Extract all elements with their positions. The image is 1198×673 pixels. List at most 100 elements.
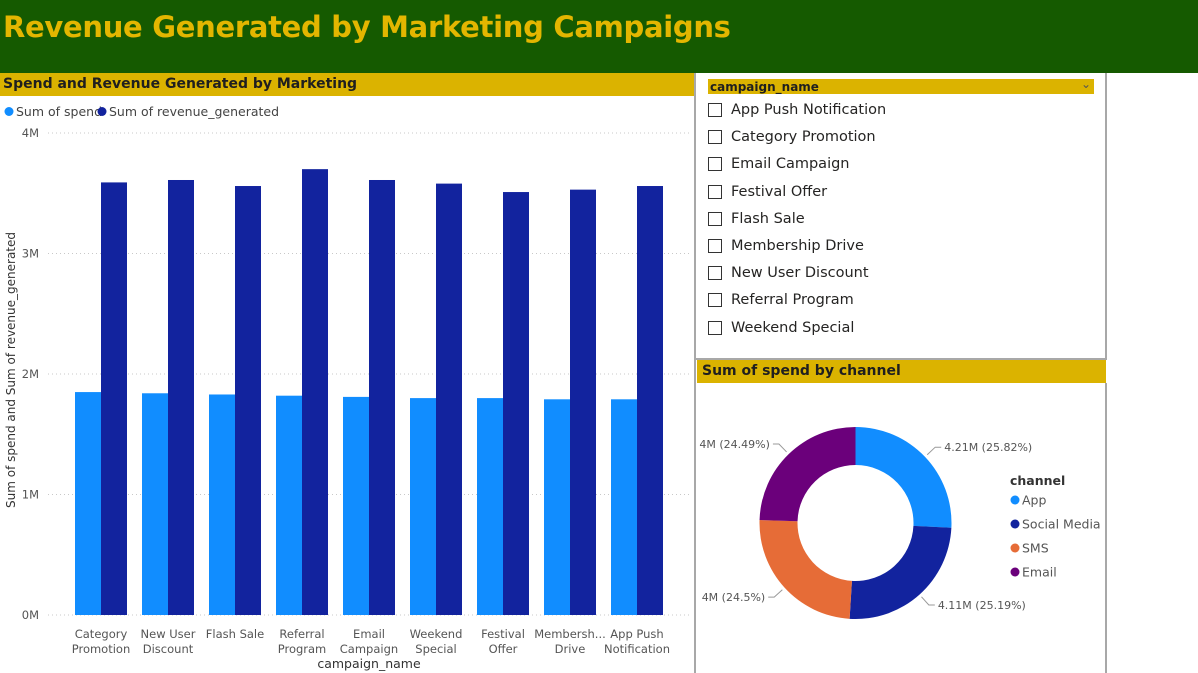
legend-title: channel: [1010, 473, 1065, 488]
x-tick-label: Notification: [604, 642, 670, 656]
data-label-app: 4.21M (25.82%): [944, 441, 1032, 454]
slicer-item[interactable]: Membership Drive: [708, 235, 864, 257]
x-tick-label: Category: [75, 627, 128, 641]
slicer-item[interactable]: Flash Sale: [708, 208, 805, 230]
spend-bar[interactable]: [477, 398, 503, 615]
legend-label-social-media: Social Media: [1022, 517, 1101, 532]
slicer-item[interactable]: Festival Offer: [708, 181, 827, 203]
donut-slice-sms[interactable]: [759, 520, 852, 619]
donut-slice-app[interactable]: [855, 427, 952, 528]
slicer-item-label: App Push Notification: [731, 102, 887, 118]
chevron-down-icon[interactable]: ⌄: [1080, 77, 1091, 91]
x-tick-label: Offer: [489, 642, 518, 656]
page-title: Revenue Generated by Marketing Campaigns: [3, 10, 731, 44]
data-label-email: 4M (24.49%): [699, 438, 770, 451]
x-tick-label: Promotion: [72, 642, 131, 656]
data-label-social-media: 4.11M (25.19%): [938, 599, 1026, 612]
panel-divider-left: [694, 73, 696, 673]
revenue-bar[interactable]: [101, 182, 127, 615]
spend-bar[interactable]: [209, 394, 235, 615]
leader-line-social-media: [921, 596, 935, 606]
revenue-bar[interactable]: [637, 186, 663, 615]
checkbox[interactable]: [708, 320, 722, 335]
slicer-item[interactable]: App Push Notification: [708, 99, 886, 121]
slicer-header[interactable]: campaign_name ⌄: [708, 77, 1094, 94]
x-tick-label: Discount: [143, 642, 194, 656]
x-tick-label: Special: [415, 642, 456, 656]
header-bar: Revenue Generated by Marketing Campaigns: [0, 0, 1198, 73]
spend-bar[interactable]: [75, 392, 101, 615]
donut-chart[interactable]: 4.21M (25.82%) 4.11M (25.19%) 4M (24.5%) 4M…: [697, 383, 1105, 673]
x-tick-label: Email: [353, 627, 385, 641]
spend-bar[interactable]: [410, 398, 436, 615]
legend-marker-revenue: [97, 107, 107, 116]
x-tick-label: Weekend: [410, 627, 463, 641]
slicer-item-label: New User Discount: [731, 265, 869, 282]
donut-border-right: [1105, 383, 1107, 673]
slicer-item-label: Category Promotion: [731, 129, 876, 146]
y-tick-label: 3M: [22, 247, 39, 261]
x-tick-label: Flash Sale: [206, 627, 264, 641]
legend-label-revenue: Sum of revenue_generated: [109, 104, 279, 119]
donut-slice-social-media[interactable]: [849, 525, 952, 619]
revenue-bar[interactable]: [570, 189, 596, 615]
donut-slice-email[interactable]: [759, 427, 856, 522]
x-tick-label: Referral: [279, 627, 324, 641]
revenue-bar[interactable]: [503, 192, 529, 616]
spend-bar[interactable]: [611, 399, 637, 615]
y-tick-label: 0M: [22, 608, 39, 622]
revenue-bar[interactable]: [235, 186, 261, 615]
legend-marker-email: [1010, 567, 1020, 577]
slicer-item[interactable]: Referral Program: [708, 289, 854, 311]
checkbox[interactable]: [708, 239, 722, 253]
spend-bar[interactable]: [343, 396, 369, 615]
y-axis-title: Sum of spend and Sum of revenue_generate…: [4, 232, 18, 508]
slicer-item[interactable]: Category Promotion: [708, 126, 876, 148]
x-tick-label: Membersh...: [534, 627, 606, 641]
slicer-item[interactable]: New User Discount: [708, 262, 869, 284]
leader-line-sms: [768, 589, 783, 598]
x-tick-label: App Push: [610, 627, 663, 641]
legend-marker-social-media: [1010, 519, 1020, 529]
bar-chart[interactable]: Sum of spend Sum of revenue_generated 0M 1M…: [0, 96, 694, 673]
x-tick-label: Drive: [555, 642, 586, 656]
spend-bar[interactable]: [142, 393, 168, 615]
spend-bar[interactable]: [544, 399, 570, 615]
revenue-bar[interactable]: [369, 179, 395, 615]
checkbox[interactable]: [708, 130, 722, 145]
x-tick-label: New User: [141, 627, 196, 641]
legend-label-spend: Sum of spend: [16, 104, 102, 119]
checkbox[interactable]: [708, 293, 722, 308]
donut-chart-title: Sum of spend by channel: [697, 360, 1106, 383]
x-tick-label: Festival: [481, 627, 525, 641]
y-tick-label: 4M: [22, 126, 39, 140]
leader-line-email: [772, 443, 787, 453]
data-label-sms: 4M (24.5%): [702, 591, 766, 604]
x-axis-title: campaign_name: [317, 656, 421, 671]
y-tick-label: 1M: [22, 488, 39, 502]
checkbox[interactable]: [708, 157, 722, 172]
revenue-bar[interactable]: [168, 179, 194, 615]
slicer-item-label: Flash Sale: [731, 210, 805, 227]
checkbox[interactable]: [708, 211, 722, 226]
revenue-bar[interactable]: [436, 183, 462, 616]
x-tick-label: Program: [278, 642, 327, 656]
legend-label-app: App: [1022, 493, 1046, 508]
leader-line-app: [926, 446, 942, 456]
spend-bar[interactable]: [276, 395, 302, 615]
x-tick-label: Campaign: [340, 642, 398, 656]
slicer-item-label: Email Campaign: [731, 156, 850, 173]
checkbox[interactable]: [708, 266, 722, 281]
slicer-item[interactable]: Email Campaign: [708, 153, 850, 175]
slicer-item-label: Weekend Special: [731, 319, 855, 336]
checkbox[interactable]: [708, 103, 722, 117]
panel-divider-horizontal: [694, 358, 1107, 360]
bar-chart-title: Spend and Revenue Generated by Marketing: [0, 73, 694, 96]
slicer-item[interactable]: Weekend Special: [708, 317, 854, 339]
legend-marker-spend: [4, 107, 14, 116]
legend-marker-sms: [1010, 543, 1020, 553]
checkbox[interactable]: [708, 184, 722, 199]
slicer-item-label: Festival Offer: [731, 183, 828, 200]
revenue-bar[interactable]: [302, 169, 328, 615]
slicer-item-label: Referral Program: [731, 292, 854, 309]
